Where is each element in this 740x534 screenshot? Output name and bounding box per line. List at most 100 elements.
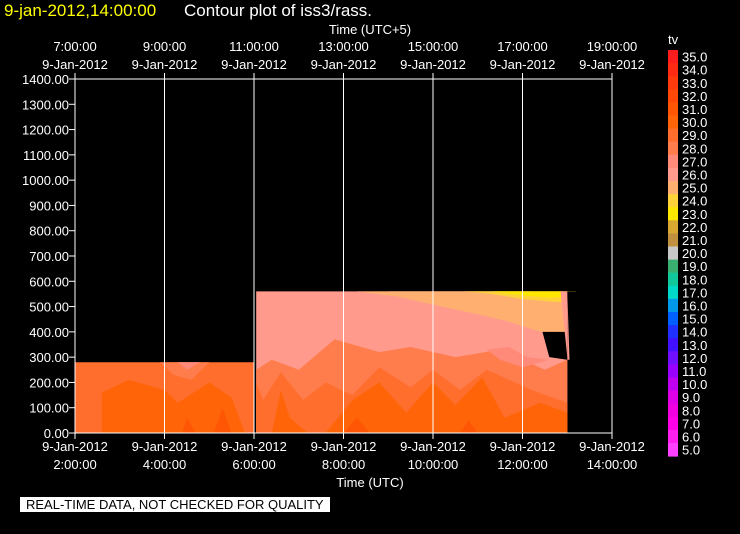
legend-label: 18.0 <box>682 272 707 287</box>
x-tick-date: 9-Jan-2012 <box>579 439 645 454</box>
x2-tick-date: 9-Jan-2012 <box>400 57 466 72</box>
x-tick-time: 12:00:00 <box>497 457 548 472</box>
legend-label: 11.0 <box>682 364 706 379</box>
contour-band <box>160 362 210 380</box>
legend-swatch <box>668 89 678 103</box>
color-legend: tv35.034.033.032.031.030.029.028.027.026… <box>668 32 707 458</box>
quality-note: REAL-TIME DATA, NOT CHECKED FOR QUALITY <box>20 497 330 512</box>
legend-swatch <box>668 390 678 405</box>
legend-swatch <box>668 246 678 261</box>
legend-swatch <box>668 167 678 182</box>
legend-swatch <box>668 50 678 64</box>
x-tick-date: 9-Jan-2012 <box>132 439 198 454</box>
legend-label: 27.0 <box>682 154 707 169</box>
legend-label: 26.0 <box>682 168 707 183</box>
legend-label: 12.0 <box>682 351 707 366</box>
x2-tick-time: 11:00:00 <box>229 39 279 54</box>
legend-swatch <box>668 181 678 195</box>
x2-tick-time: 13:00:00 <box>318 39 369 54</box>
legend-label: 35.0 <box>682 50 707 65</box>
y-tick-label: 100.00 <box>29 401 69 416</box>
legend-label: 31.0 <box>682 102 707 117</box>
legend-label: 30.0 <box>682 115 707 130</box>
chart-title: Contour plot of iss3/rass. <box>184 1 373 20</box>
y-tick-label: 900.00 <box>29 198 69 213</box>
legend-label: 17.0 <box>682 285 707 300</box>
chart-date: 9-jan-2012,14:00:00 <box>4 1 157 20</box>
legend-title: tv <box>668 32 679 47</box>
legend-swatch <box>668 416 678 431</box>
legend-swatch <box>668 128 678 143</box>
y-tick-label: 1000.00 <box>22 173 69 188</box>
legend-swatch <box>668 194 678 208</box>
legend-label: 24.0 <box>682 194 707 209</box>
legend-swatch <box>668 429 678 444</box>
y-tick-label: 300.00 <box>29 350 69 365</box>
y-tick-label: 400.00 <box>29 325 69 340</box>
y-tick-label: 700.00 <box>29 249 69 264</box>
y-tick-label: 1100.00 <box>23 148 69 163</box>
top-axis-label: Time (UTC+5) <box>328 22 412 37</box>
x2-tick-date: 9-Jan-2012 <box>42 57 108 72</box>
x-tick-time: 8:00:00 <box>322 457 365 472</box>
top-x-axis: 7:00:00 9-Jan-2012 9:00:00 9-Jan-2012 11:00:… <box>42 39 645 79</box>
legend-label: 23.0 <box>682 207 707 222</box>
x2-tick-date: 9-Jan-2012 <box>579 57 645 72</box>
legend-label: 7.0 <box>682 416 700 431</box>
x2-tick-time: 17:00:00 <box>497 39 548 54</box>
legend-swatch <box>668 325 678 339</box>
legend-swatch <box>668 259 678 274</box>
x2-tick-time: 7:00:00 <box>53 39 96 54</box>
x-tick-time: 10:00:00 <box>408 457 459 472</box>
x-axis: 9-Jan-2012 2:00:00 9-Jan-2012 4:00:00 9-Jan-… <box>42 433 645 472</box>
contour-band <box>101 379 246 433</box>
y-tick-label: 1200.00 <box>22 123 69 138</box>
y-tick-label: 1300.00 <box>22 97 69 112</box>
y-tick-label: 500.00 <box>29 300 69 315</box>
x-tick-time: 6:00:00 <box>232 457 275 472</box>
legend-swatch <box>668 207 678 221</box>
x2-tick-date: 9-Jan-2012 <box>311 57 377 72</box>
legend-label: 6.0 <box>682 430 700 445</box>
x2-tick-time: 9:00:00 <box>143 39 186 54</box>
legend-swatch <box>668 377 678 392</box>
contour-band <box>459 420 478 433</box>
x2-tick-date: 9-Jan-2012 <box>490 57 556 72</box>
legend-swatch <box>668 102 678 116</box>
legend-swatch <box>668 403 678 418</box>
legend-swatch <box>668 298 678 313</box>
legend-label: 29.0 <box>682 128 707 143</box>
legend-label: 15.0 <box>682 312 707 327</box>
contour-band <box>567 291 570 360</box>
y-tick-label: 200.00 <box>29 375 69 390</box>
legend-label: 9.0 <box>682 390 700 405</box>
contour-band <box>560 291 568 358</box>
y-tick-label: 600.00 <box>29 274 69 289</box>
contour-band <box>343 417 371 433</box>
legend-swatch <box>668 76 678 90</box>
legend-label: 21.0 <box>682 233 707 248</box>
contour-band <box>491 291 577 298</box>
contour-band <box>182 417 196 433</box>
legend-label: 28.0 <box>682 141 707 156</box>
x-tick-time: 14:00:00 <box>587 457 638 472</box>
legend-label: 13.0 <box>682 338 707 353</box>
legend-label: 33.0 <box>682 76 707 91</box>
legend-swatch <box>668 233 678 247</box>
x-tick-date: 9-Jan-2012 <box>311 439 377 454</box>
legend-label: 14.0 <box>682 325 707 340</box>
contour-band <box>177 362 201 370</box>
legend-label: 22.0 <box>682 220 707 235</box>
y-axis: 0.00 100.00 200.00 300.00 400.00 500.00 600.00… <box>22 72 75 441</box>
y-tick-label: 1400.00 <box>22 72 69 87</box>
x-tick-date: 9-Jan-2012 <box>490 439 556 454</box>
legend-swatch <box>668 312 678 326</box>
y-tick-label: 800.00 <box>29 224 69 239</box>
legend-label: 34.0 <box>682 63 707 78</box>
legend-swatch <box>668 220 678 234</box>
x-tick-date: 9-Jan-2012 <box>221 439 287 454</box>
y-tick-label: 0.00 <box>44 426 69 441</box>
contour-band <box>325 377 568 433</box>
mask <box>562 291 606 360</box>
